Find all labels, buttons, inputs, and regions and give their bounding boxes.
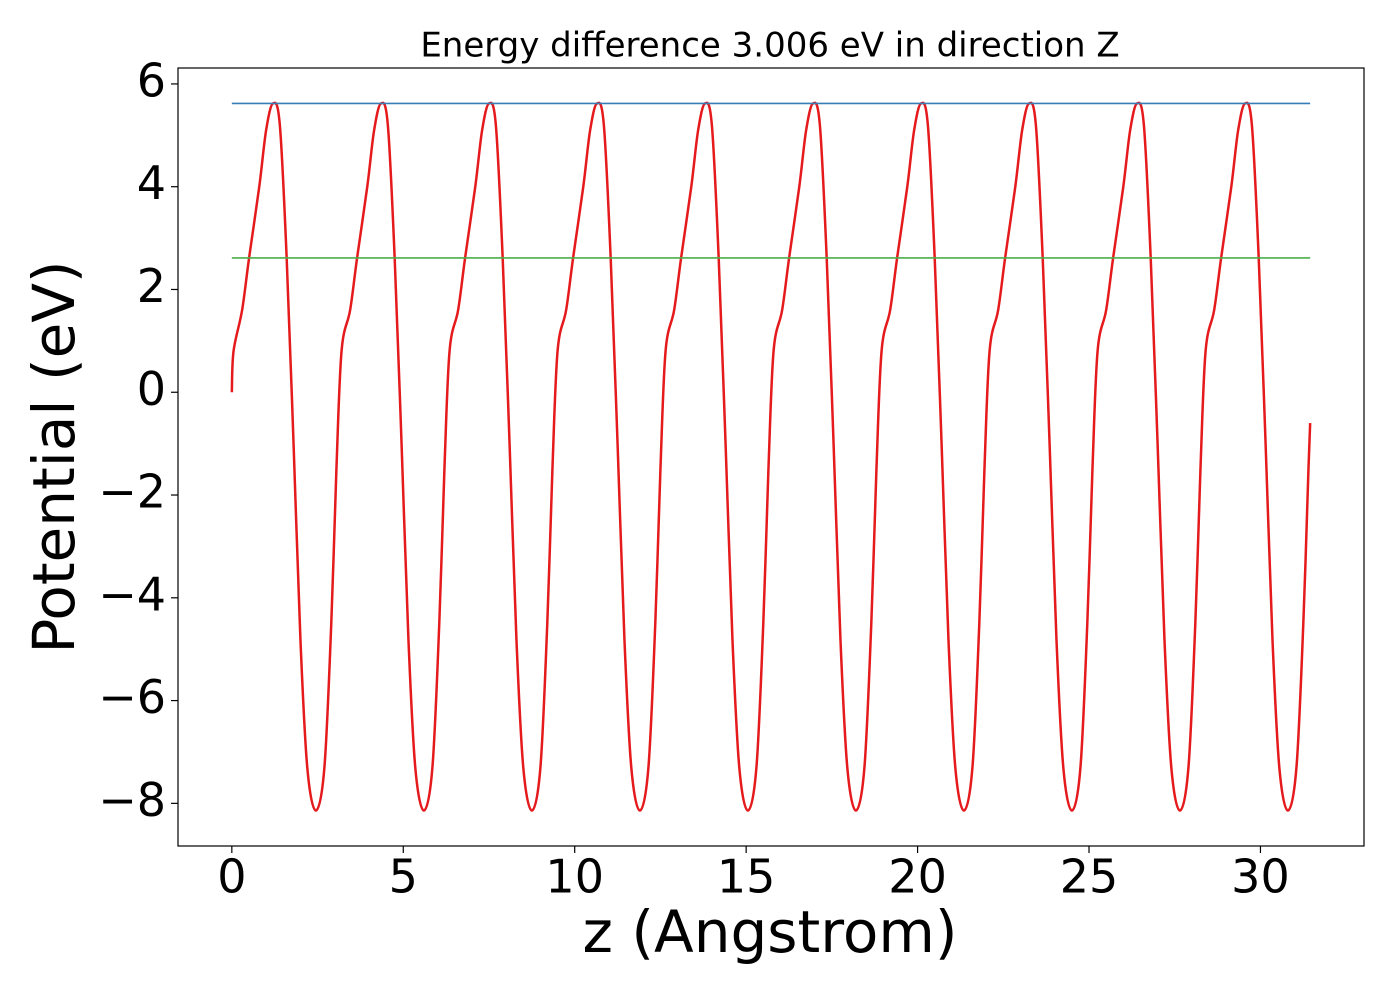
x-axis-label: z (Angstrom) [583, 898, 958, 966]
y-tick-label: 6 [137, 53, 166, 107]
y-tick-label: −2 [98, 465, 166, 519]
x-tick-label: 20 [888, 850, 947, 904]
x-tick-label: 10 [545, 850, 604, 904]
y-tick-label: −4 [98, 567, 166, 621]
plot-frame [177, 67, 1365, 847]
chart-title: Energy difference 3.006 eV in direction … [420, 26, 1119, 66]
x-tick-label: 15 [717, 850, 776, 904]
y-tick-label: 0 [137, 362, 166, 416]
x-tick-label: 0 [217, 850, 246, 904]
x-tick-label: 5 [389, 850, 418, 904]
y-tick-label: 4 [137, 156, 166, 210]
y-tick-label: 2 [137, 259, 166, 313]
x-tick-label: 25 [1060, 850, 1119, 904]
y-axis-label: Potential (eV) [20, 260, 88, 653]
y-tick-label: −8 [98, 773, 166, 827]
line-series [230, 101, 1312, 812]
x-tick-label: 30 [1231, 850, 1290, 904]
y-tick-label: −6 [98, 670, 166, 724]
